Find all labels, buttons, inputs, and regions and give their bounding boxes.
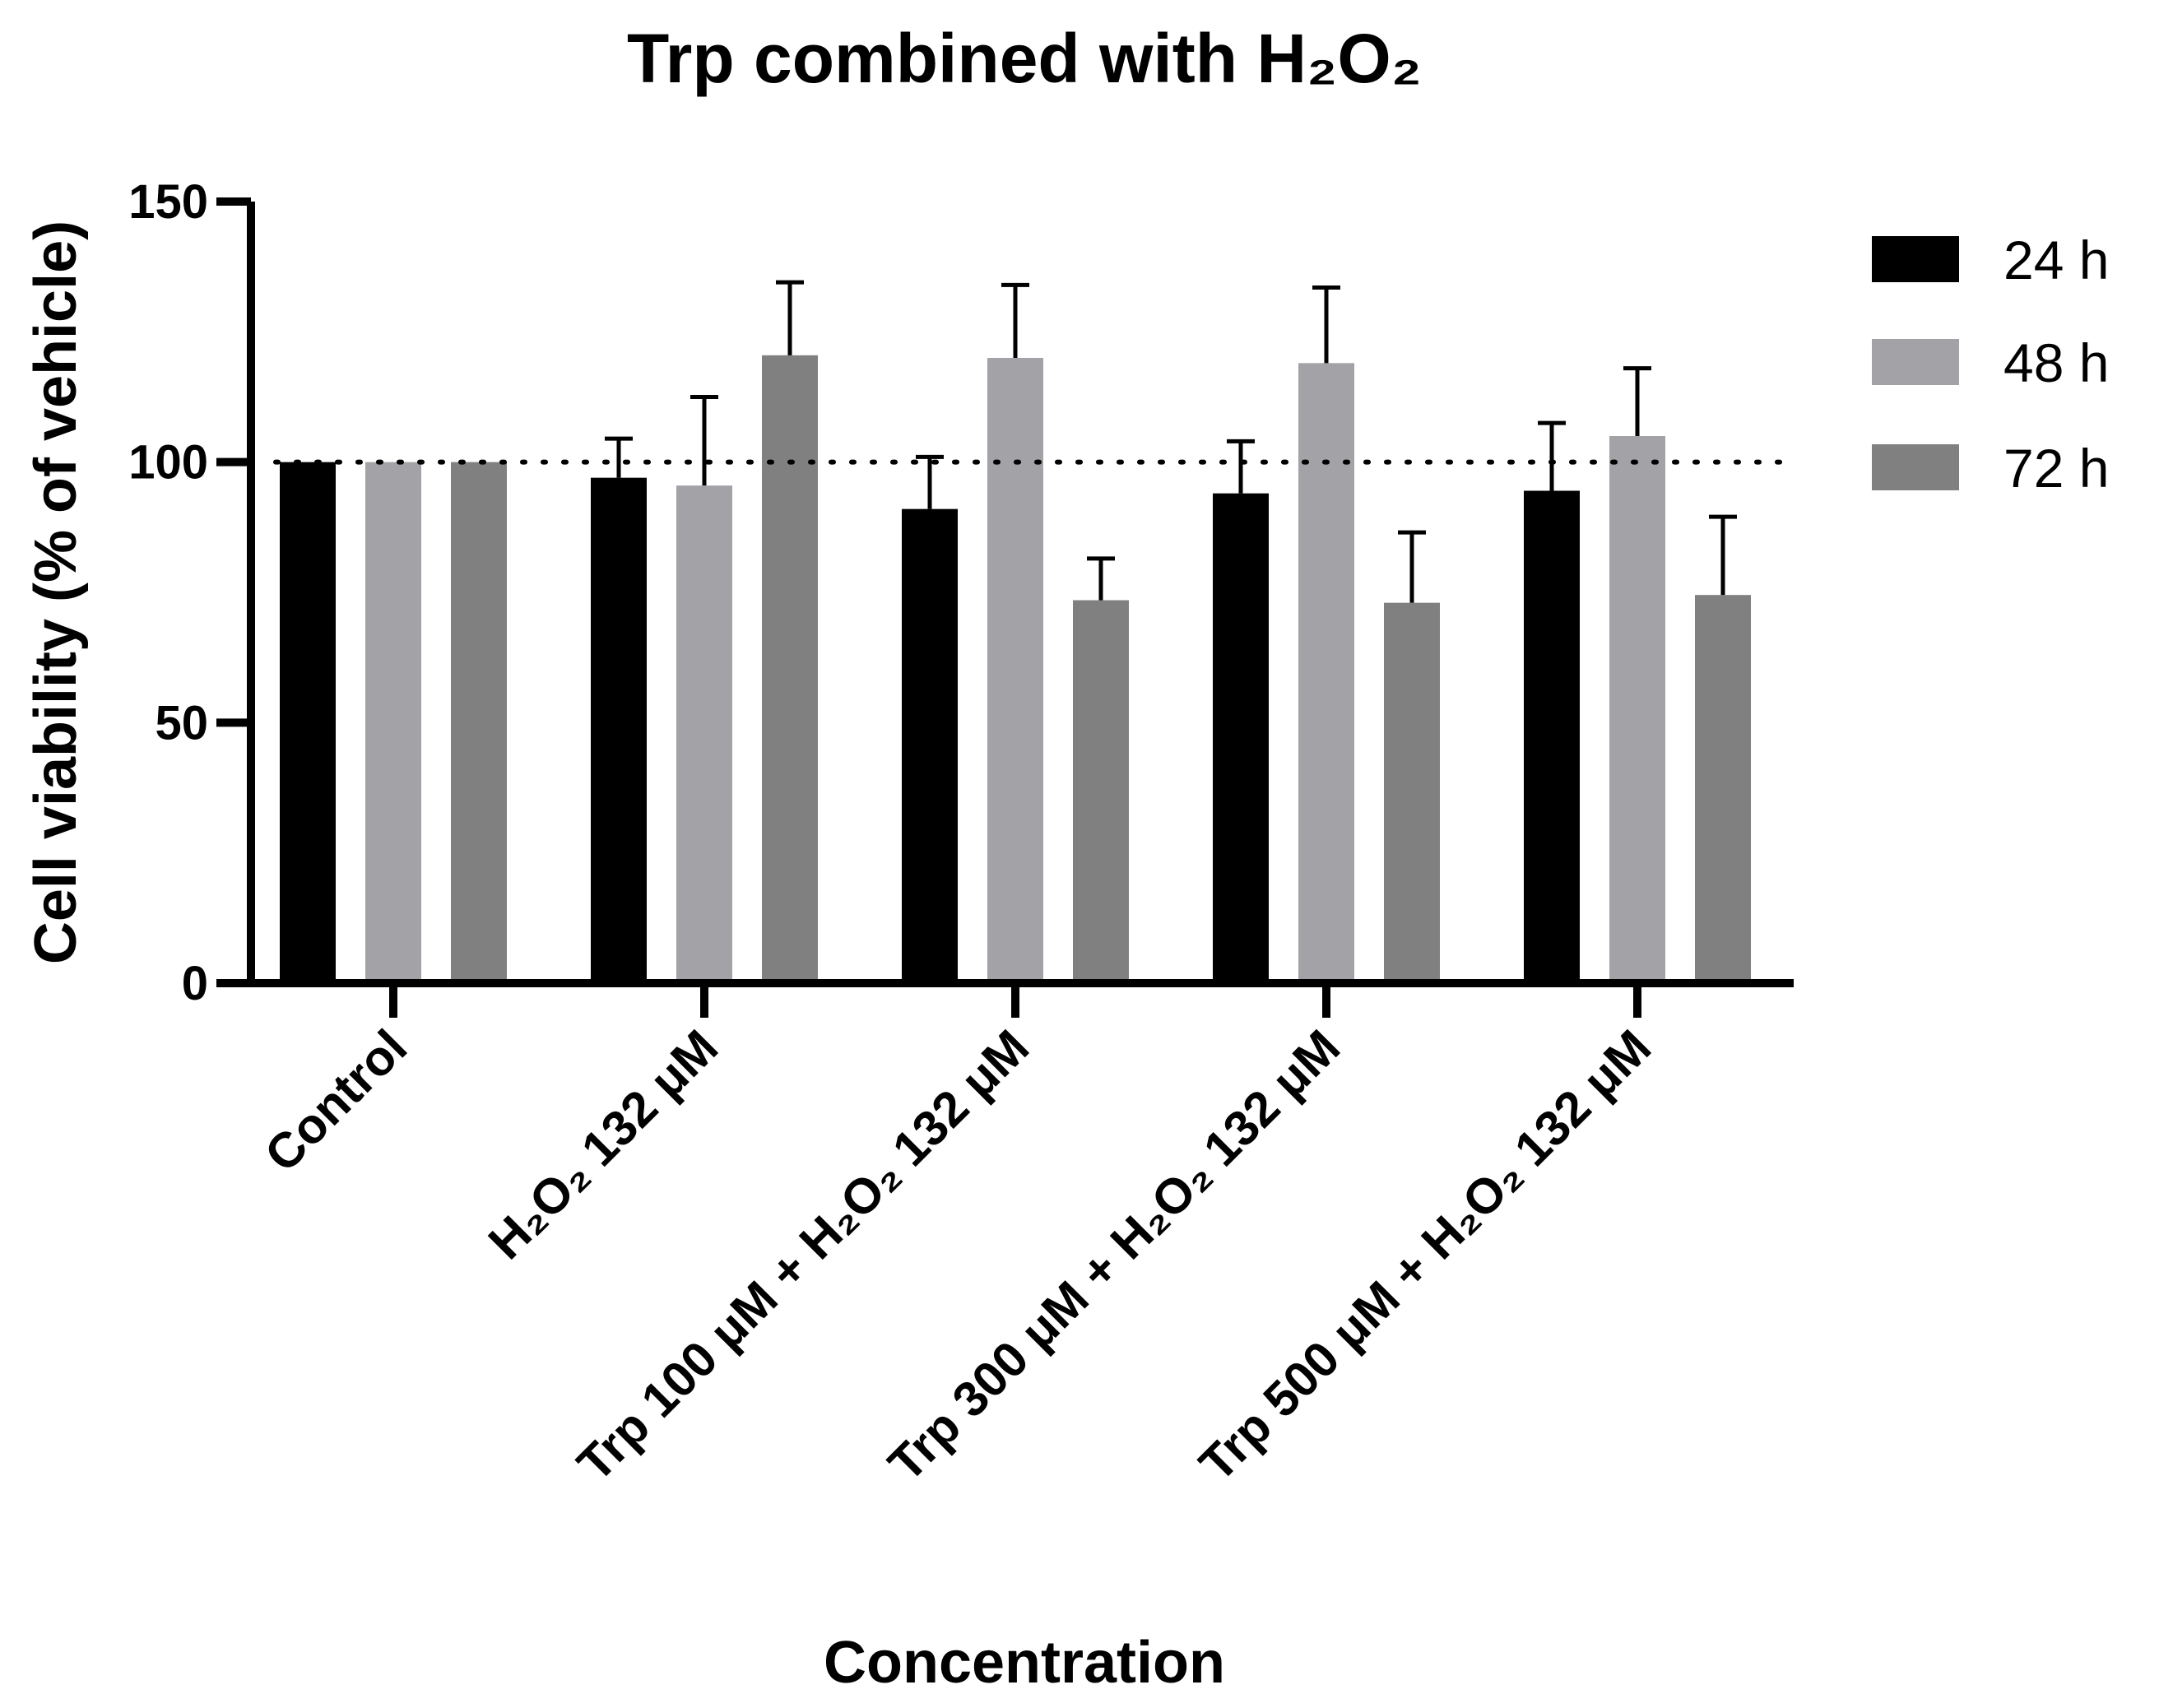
- y-tick-label: 150: [128, 175, 208, 229]
- error-bars-group: [605, 280, 1737, 603]
- legend-label: 24 h: [2003, 230, 2109, 290]
- bar: [280, 462, 336, 983]
- bar: [1384, 602, 1440, 983]
- legend-swatch: [1872, 236, 1959, 282]
- bar: [1695, 595, 1751, 983]
- y-axis-label: Cell viability (% of vehicle): [23, 220, 89, 964]
- chart-title: Trp combined with H₂O₂: [627, 20, 1422, 97]
- bar: [902, 508, 958, 983]
- bar: [1213, 493, 1269, 983]
- bars-group: [280, 355, 1751, 983]
- y-tick-label: 100: [128, 436, 208, 490]
- x-axis-label: Concentration: [824, 1630, 1225, 1696]
- x-tick-label: H₂O₂ 132 μM: [478, 1019, 728, 1269]
- y-ticks: 0 50 100 150: [128, 175, 251, 1010]
- bar: [1609, 436, 1665, 983]
- bar: [676, 485, 732, 983]
- bar: [451, 462, 507, 983]
- bar: [1524, 490, 1580, 983]
- y-tick-label: 50: [155, 696, 208, 750]
- legend-label: 48 h: [2003, 332, 2109, 393]
- bar: [1073, 600, 1129, 983]
- x-tick-label: Control: [254, 1019, 417, 1182]
- legend-swatch: [1872, 444, 1959, 490]
- bar: [987, 358, 1043, 983]
- legend-swatch: [1872, 339, 1959, 385]
- legend: 24 h 48 h 72 h: [1872, 230, 2109, 499]
- legend-label: 72 h: [2003, 438, 2109, 499]
- y-tick-label: 0: [182, 957, 208, 1010]
- bar: [591, 477, 647, 983]
- bar: [365, 462, 421, 983]
- bar: [762, 355, 818, 983]
- bar: [1298, 363, 1354, 983]
